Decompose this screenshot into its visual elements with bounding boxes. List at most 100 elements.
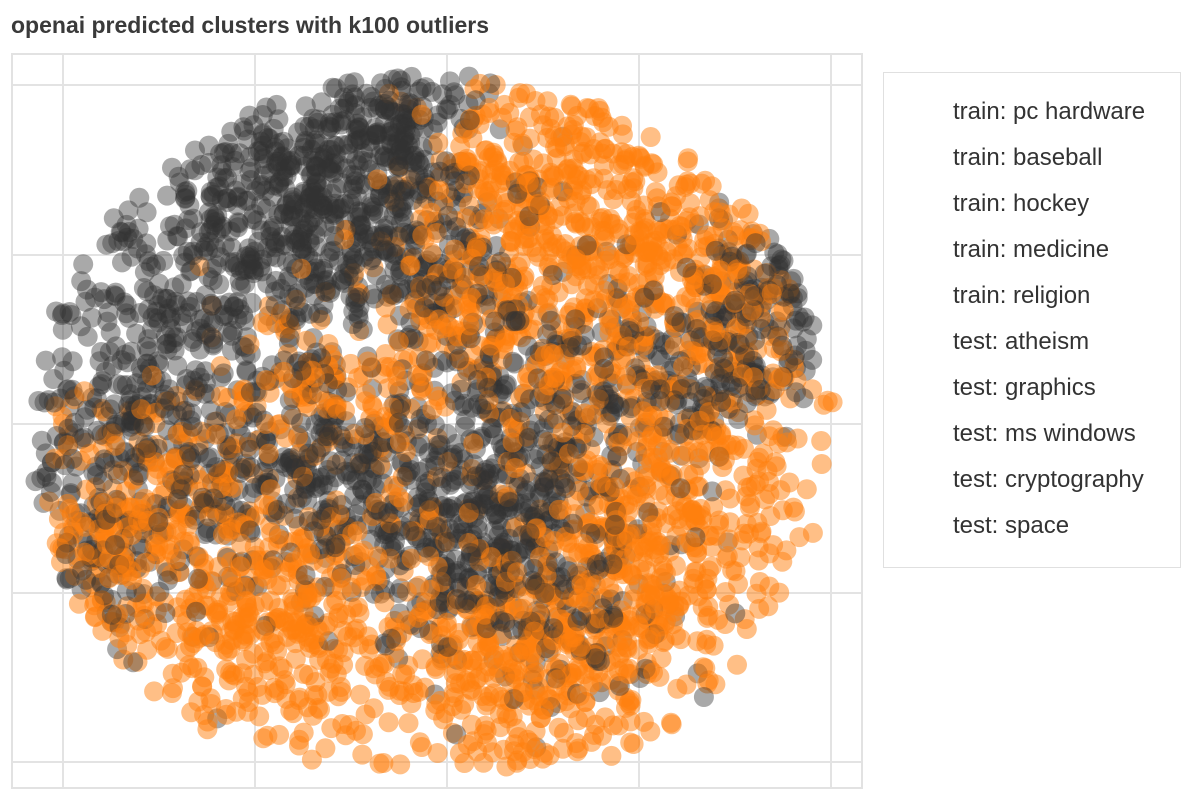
scatter-point-train: [695, 376, 715, 397]
scatter-point-train: [204, 206, 224, 227]
scatter-point-train: [265, 153, 286, 174]
scatter-point-train: [786, 382, 807, 403]
scatter-point-test: [412, 649, 433, 670]
scatter-point-test: [378, 712, 399, 733]
scatter-point-train: [491, 518, 512, 539]
scatter-point-train: [120, 390, 141, 411]
scatter-point-train: [256, 97, 277, 118]
scatter-point-train: [281, 216, 302, 237]
scatter-point-train: [246, 402, 267, 423]
scatter-point-test: [609, 262, 630, 283]
scatter-point-train: [562, 513, 583, 534]
scatter-point-train: [519, 523, 540, 544]
scatter-point-train: [444, 390, 465, 411]
scatter-point-train: [307, 112, 328, 133]
scatter-point-test: [293, 722, 314, 743]
scatter-point-test: [548, 499, 569, 520]
scatter-point-train: [705, 240, 726, 261]
scatter-point-test: [433, 709, 454, 730]
scatter-point-train: [340, 193, 361, 214]
scatter-point-test: [677, 171, 698, 192]
legend-item[interactable]: test: atheism: [884, 327, 1180, 373]
scatter-point-train: [343, 301, 364, 322]
scatter-point-test: [727, 435, 748, 456]
legend-item[interactable]: test: ms windows: [884, 419, 1180, 465]
scatter-point-train: [195, 524, 216, 544]
scatter-point-test: [231, 533, 252, 554]
scatter-point-train: [676, 257, 697, 278]
scatter-point-test: [761, 283, 782, 304]
scatter-point-train: [190, 232, 211, 253]
scatter-point-train: [390, 520, 411, 541]
scatter-point-train: [444, 82, 464, 103]
legend-item[interactable]: train: medicine: [884, 235, 1180, 281]
scatter-point-train: [469, 256, 489, 277]
scatter-point-train: [217, 192, 238, 212]
scatter-point-test: [588, 494, 609, 515]
scatter-point-test: [68, 593, 89, 614]
scatter-point-train: [388, 226, 409, 247]
legend-item[interactable]: test: graphics: [884, 373, 1180, 419]
scatter-point-train: [86, 388, 107, 409]
scatter-point-train: [130, 303, 150, 323]
scatter-point-test: [512, 598, 533, 619]
scatter-point-train: [529, 483, 550, 503]
scatter-point-train: [349, 117, 370, 138]
scatter-point-train: [230, 462, 251, 483]
scatter-point-train: [475, 494, 496, 515]
scatter-point-train: [148, 312, 169, 333]
scatter-point-test: [353, 540, 374, 561]
legend-item[interactable]: test: cryptography: [884, 465, 1180, 511]
scatter-point-train: [52, 347, 73, 368]
scatter-point-train: [149, 273, 169, 294]
scatter-point-test: [268, 528, 289, 549]
scatter-point-test: [532, 748, 553, 769]
scatter-point-test: [529, 499, 550, 520]
scatter-point-train: [306, 173, 327, 194]
scatter-point-test: [373, 753, 394, 773]
scatter-point-train: [377, 215, 398, 236]
scatter-point-train: [293, 145, 314, 166]
scatter-point-test: [576, 127, 597, 148]
scatter-point-train: [178, 210, 199, 230]
scatter-point-train: [513, 502, 534, 522]
scatter-point-train: [666, 394, 687, 415]
scatter-point-test: [590, 473, 611, 494]
scatter-point-train: [222, 157, 243, 177]
legend-item[interactable]: test: space: [884, 511, 1180, 557]
scatter-point-test: [147, 458, 168, 479]
scatter-point-test: [599, 322, 620, 343]
scatter-point-test: [545, 137, 566, 158]
scatter-point-train: [182, 328, 203, 349]
scatter-point-train: [565, 309, 586, 330]
scatter-point-train: [164, 277, 185, 298]
scatter-point-train: [325, 534, 346, 555]
scatter-point-train: [220, 221, 241, 242]
scatter-point-train: [273, 234, 294, 255]
scatter-point-test: [538, 375, 559, 396]
scatter-point-train: [325, 144, 346, 165]
scatter-point-test: [710, 446, 731, 467]
legend-item[interactable]: train: pc hardware: [884, 97, 1180, 143]
scatter-point-train: [728, 377, 749, 398]
scatter-point-train: [291, 360, 312, 381]
legend-label: train: hockey: [953, 190, 1090, 217]
scatter-point-test: [437, 451, 458, 472]
legend-item[interactable]: train: baseball: [884, 143, 1180, 189]
legend-label: test: ms windows: [953, 420, 1136, 447]
scatter-point-test: [456, 151, 476, 172]
scatter-point-train: [271, 278, 292, 299]
legend-item[interactable]: train: religion: [884, 281, 1180, 327]
legend-item[interactable]: train: hockey: [884, 189, 1180, 235]
scatter-point-test: [692, 597, 713, 618]
scatter-point-test: [677, 238, 698, 259]
scatter-point-test: [780, 388, 801, 409]
scatter-point-train: [198, 202, 219, 223]
scatter-point-test: [720, 512, 740, 533]
scatter-point-test: [506, 718, 527, 739]
scatter-point-test: [548, 717, 569, 738]
scatter-point-test: [683, 274, 704, 295]
scatter-point-train: [179, 195, 200, 216]
scatter-point-test: [255, 370, 276, 391]
scatter-point-train: [311, 509, 332, 530]
